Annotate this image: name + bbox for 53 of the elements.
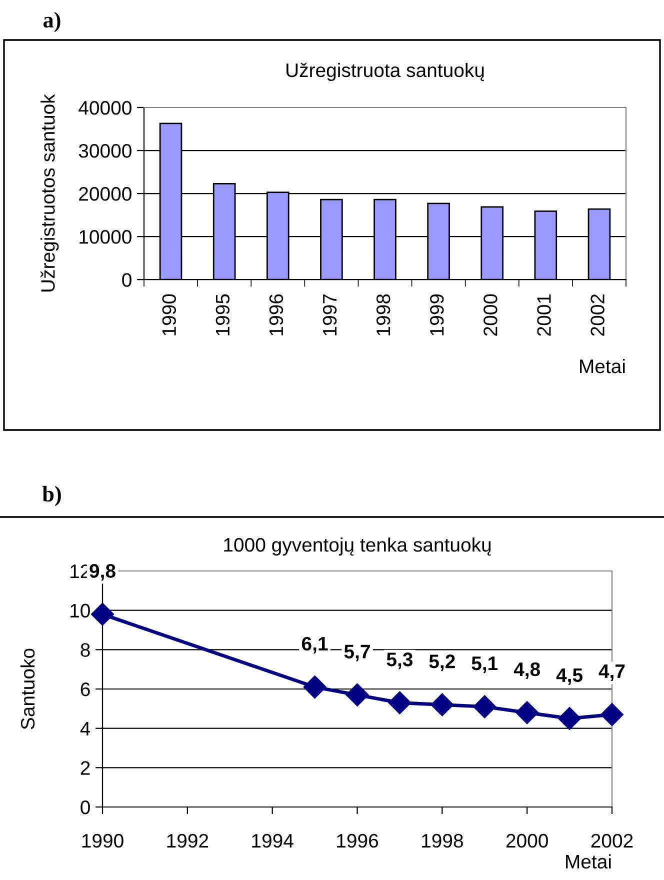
chart-title: Užregistruota santuokų <box>286 62 484 81</box>
x-tick-label: 1996 <box>269 294 284 336</box>
point <box>600 703 624 726</box>
x-tick-label: 1990 <box>82 834 124 848</box>
y-tick-label: 30000 <box>78 144 132 158</box>
y-axis-title: Užregistruotos santuok <box>40 94 59 292</box>
x-tick-label: 1999 <box>430 294 444 336</box>
data-label: 4,8 <box>514 662 540 679</box>
x-tick-label: 2000 <box>506 834 548 848</box>
data-label: 9,8 <box>90 564 116 581</box>
data-label: 5,2 <box>429 654 455 672</box>
y-tick-label: 20000 <box>79 187 132 201</box>
point <box>473 695 496 718</box>
x-tick-label: 1998 <box>422 834 463 848</box>
x-tick-label: 2000 <box>484 294 498 336</box>
y-tick-label: 40000 <box>78 100 132 115</box>
point <box>516 701 539 724</box>
x-tick-label: 1997 <box>322 294 337 336</box>
x-axis-title: Metai <box>566 854 611 869</box>
x-tick-label: 1995 <box>216 294 230 336</box>
x-axis-title: Metai <box>580 358 625 374</box>
y-tick-label: 6 <box>80 682 90 696</box>
data-label: 5,3 <box>386 652 413 670</box>
x-tick-label: 1990 <box>162 294 176 336</box>
x-tick-label: 1996 <box>337 834 378 848</box>
point <box>91 602 114 626</box>
data-label: 5,7 <box>344 644 370 662</box>
text: a) <box>43 12 60 32</box>
x-tick-label: 2002 <box>590 294 604 336</box>
data-label: 5,1 <box>472 656 498 674</box>
chart-title: 1000 gyventojų tenka santuokų <box>224 537 491 556</box>
y-tick-label: 0 <box>80 800 90 814</box>
y-axis-title: Santuoko <box>20 648 35 730</box>
data-label: 6,1 <box>302 636 328 654</box>
point <box>303 676 326 699</box>
x-tick-label: 1992 <box>167 834 208 848</box>
point <box>346 683 369 706</box>
point <box>388 691 412 714</box>
y-tick-label: 4 <box>80 722 90 736</box>
x-tick-label: 2001 <box>537 294 551 336</box>
y-tick-label: 10000 <box>80 230 132 244</box>
y-tick-label: 10 <box>70 604 90 618</box>
data-label: 4,7 <box>598 664 625 681</box>
x-tick-label: 2002 <box>591 834 633 848</box>
point <box>430 693 454 716</box>
point <box>558 707 582 730</box>
y-tick-label: 8 <box>80 643 90 657</box>
x-tick-label: 1998 <box>376 294 390 336</box>
text: b) <box>42 486 61 506</box>
data-label: 4,5 <box>556 668 583 685</box>
y-tick-label: 0 <box>122 273 132 287</box>
x-tick-label: 1994 <box>252 834 294 848</box>
y-tick-label: 2 <box>80 761 90 775</box>
